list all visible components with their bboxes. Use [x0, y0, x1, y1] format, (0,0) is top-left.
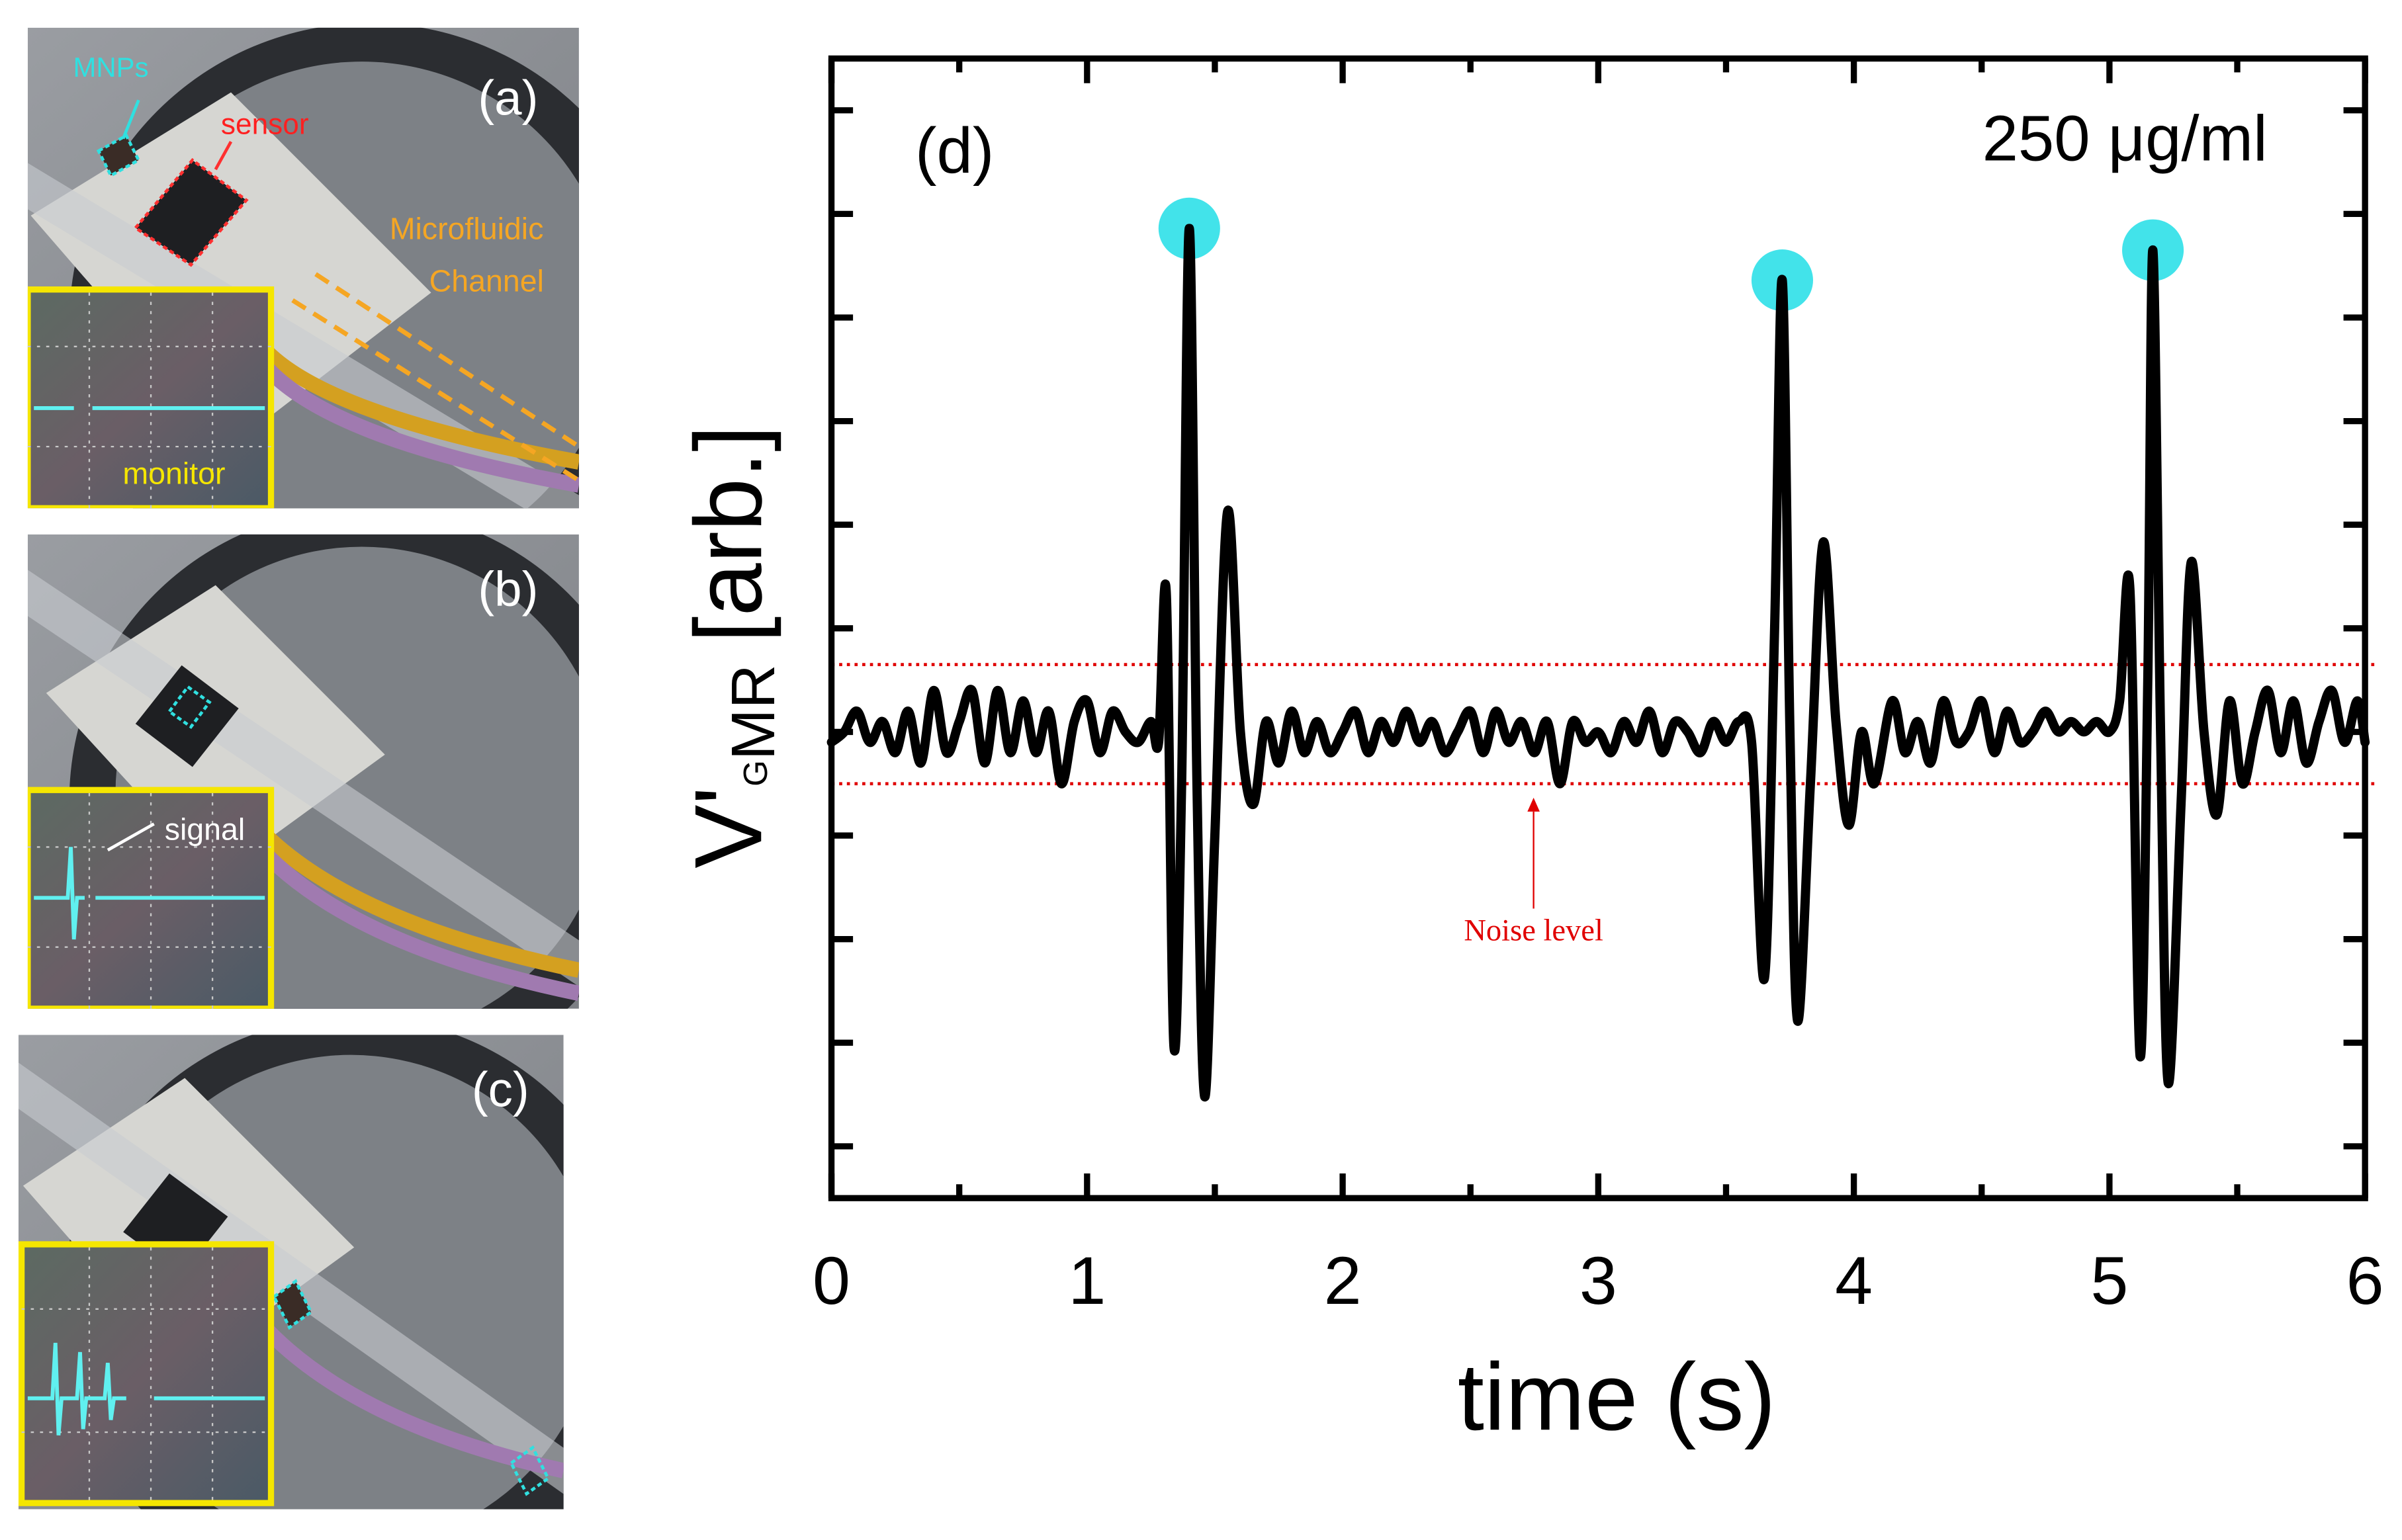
y-axis-label-main: V' — [674, 787, 781, 869]
x-axis-label: time (s) — [1458, 1343, 1776, 1450]
y-axis-label-unit: [arb.] — [674, 425, 781, 643]
noise-annotation: Noise level — [1464, 914, 1603, 947]
photo-a — [27, 27, 579, 509]
panel-label: (d) — [915, 114, 994, 187]
mnps-label: MNPs — [73, 52, 149, 83]
sensor-label: sensor — [221, 108, 309, 141]
y-axis-label-sub: G — [736, 760, 774, 787]
x-tick-label: 2 — [1324, 1242, 1362, 1318]
x-tick-label: 0 — [813, 1242, 850, 1318]
monitor-label: monitor — [122, 456, 225, 491]
signal-label: signal — [165, 812, 245, 846]
x-tick-label: 4 — [1835, 1242, 1873, 1318]
panel-label: (a) — [478, 70, 538, 125]
concentration-label: 250 μg/ml — [1982, 102, 2268, 174]
channel-label: Channel — [429, 264, 544, 298]
x-tick-label: 6 — [2346, 1242, 2384, 1318]
panel-label: (c) — [472, 1062, 529, 1117]
x-tick-label: 3 — [1579, 1242, 1617, 1318]
x-tick-label: 5 — [2090, 1242, 2128, 1318]
y-axis-label-sub: MR — [718, 664, 787, 760]
x-tick-label: 1 — [1068, 1242, 1106, 1318]
photo-b — [27, 534, 579, 1009]
channel-label: Microfluidic — [390, 211, 544, 245]
noise-arrow-head — [1527, 797, 1540, 812]
panel-label: (b) — [478, 562, 538, 617]
signal-line — [826, 224, 2370, 1101]
photo-c — [18, 1035, 564, 1510]
y-axis-label: V'GMR [arb.] — [674, 425, 787, 869]
